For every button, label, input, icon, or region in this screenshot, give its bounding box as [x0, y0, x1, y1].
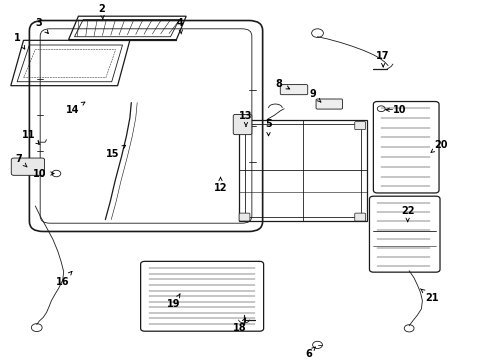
FancyBboxPatch shape — [239, 122, 250, 130]
Text: 21: 21 — [420, 289, 439, 303]
Text: 12: 12 — [214, 177, 227, 193]
Text: 10: 10 — [386, 105, 406, 115]
Text: 16: 16 — [56, 271, 72, 287]
Text: 22: 22 — [401, 206, 415, 222]
Text: 1: 1 — [14, 33, 25, 49]
FancyBboxPatch shape — [280, 85, 308, 95]
Text: 11: 11 — [22, 130, 40, 145]
Text: 3: 3 — [36, 18, 49, 33]
Text: 2: 2 — [98, 4, 105, 19]
Text: 18: 18 — [233, 318, 247, 333]
Text: 15: 15 — [106, 145, 125, 159]
Text: 14: 14 — [66, 102, 85, 115]
Text: 17: 17 — [376, 51, 390, 67]
FancyBboxPatch shape — [355, 122, 366, 130]
Text: 19: 19 — [167, 294, 181, 309]
Text: 13: 13 — [239, 111, 253, 126]
Text: 5: 5 — [265, 119, 272, 136]
FancyBboxPatch shape — [233, 114, 252, 135]
FancyBboxPatch shape — [11, 158, 45, 175]
Text: 4: 4 — [177, 18, 184, 34]
Text: 6: 6 — [305, 347, 316, 359]
Text: 20: 20 — [431, 140, 448, 152]
Text: 10: 10 — [33, 168, 54, 179]
FancyBboxPatch shape — [239, 213, 250, 221]
Text: 7: 7 — [15, 154, 27, 167]
FancyBboxPatch shape — [316, 99, 343, 109]
Text: 8: 8 — [276, 78, 290, 89]
FancyBboxPatch shape — [355, 213, 366, 221]
Text: 9: 9 — [309, 89, 321, 102]
